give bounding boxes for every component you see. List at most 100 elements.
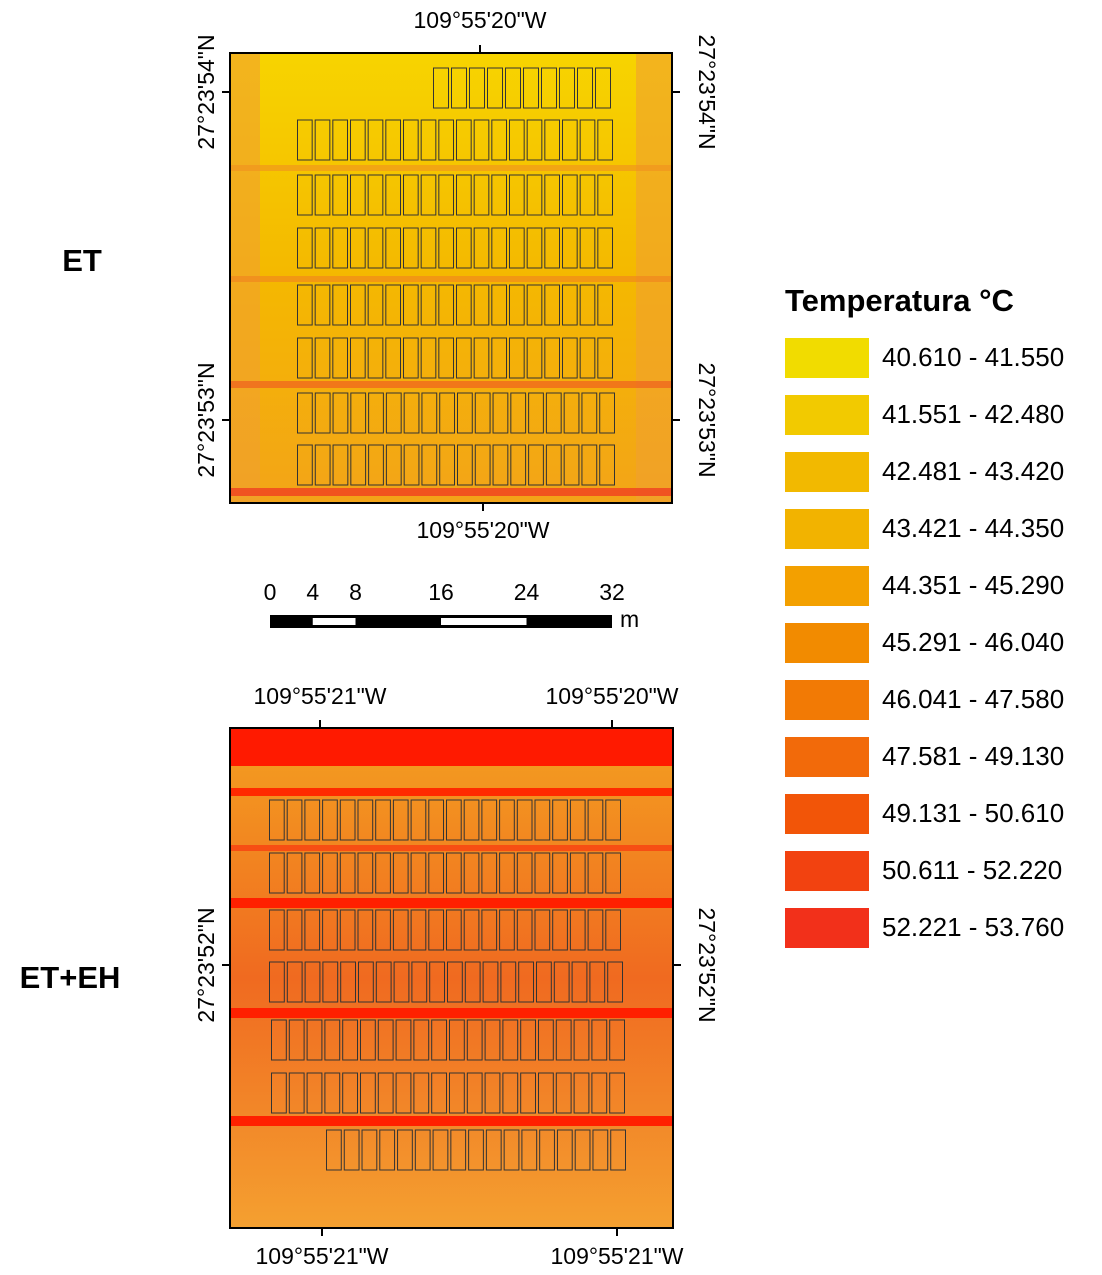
plot bbox=[466, 1019, 483, 1061]
plot bbox=[350, 119, 366, 161]
plot bbox=[563, 444, 580, 486]
plot bbox=[456, 227, 472, 269]
plot bbox=[485, 1129, 502, 1171]
plot bbox=[421, 444, 438, 486]
plot bbox=[385, 444, 402, 486]
legend-swatch bbox=[785, 566, 869, 606]
plot bbox=[468, 1129, 484, 1171]
plot bbox=[367, 337, 384, 379]
lat-label: 27°23'52"N bbox=[193, 907, 219, 1022]
lat-label: 27°23'52"N bbox=[694, 907, 720, 1022]
plot bbox=[481, 852, 498, 894]
scale-segment bbox=[312, 618, 356, 625]
plot bbox=[269, 799, 285, 841]
plot bbox=[433, 67, 449, 109]
legend-label: 40.610 - 41.550 bbox=[882, 342, 1064, 372]
plot bbox=[322, 852, 338, 894]
plot bbox=[403, 444, 420, 486]
plot bbox=[314, 119, 331, 161]
plot bbox=[428, 799, 444, 841]
plot bbox=[343, 1129, 360, 1171]
plot bbox=[368, 444, 384, 486]
plot bbox=[545, 444, 562, 486]
plot bbox=[314, 392, 331, 434]
plot bbox=[484, 1072, 501, 1114]
plot bbox=[610, 1129, 626, 1171]
plot bbox=[491, 337, 508, 379]
plot bbox=[379, 1129, 396, 1171]
plot bbox=[499, 909, 515, 951]
plot bbox=[403, 227, 419, 269]
plot bbox=[552, 799, 568, 841]
plot bbox=[446, 852, 462, 894]
plot bbox=[314, 174, 331, 216]
plot bbox=[569, 799, 586, 841]
plot bbox=[534, 799, 551, 841]
plot bbox=[403, 174, 419, 216]
plot bbox=[350, 444, 367, 486]
plot bbox=[591, 1019, 608, 1061]
plot bbox=[510, 392, 527, 434]
plot bbox=[599, 444, 616, 486]
plot bbox=[322, 909, 338, 951]
plot bbox=[474, 392, 491, 434]
plot bbox=[534, 909, 551, 951]
plot bbox=[474, 444, 491, 486]
plot bbox=[595, 67, 611, 109]
plot bbox=[395, 1019, 412, 1061]
plot bbox=[450, 1129, 467, 1171]
plot bbox=[385, 284, 402, 326]
plot bbox=[297, 337, 313, 379]
plot bbox=[492, 392, 509, 434]
plot bbox=[526, 119, 543, 161]
scale-label: 32 bbox=[599, 579, 625, 605]
plot bbox=[597, 174, 613, 216]
plot bbox=[509, 119, 525, 161]
plot bbox=[481, 909, 498, 951]
plot bbox=[297, 174, 313, 216]
plot bbox=[350, 174, 366, 216]
plot bbox=[438, 337, 455, 379]
plot bbox=[500, 961, 517, 1003]
plot bbox=[297, 444, 313, 486]
plot bbox=[451, 67, 467, 109]
plot bbox=[392, 852, 409, 894]
legend-label: 47.581 - 49.130 bbox=[882, 741, 1064, 771]
plot bbox=[269, 909, 285, 951]
plot bbox=[438, 284, 455, 326]
plot bbox=[288, 1072, 305, 1114]
legend-swatch bbox=[785, 452, 869, 492]
plot bbox=[431, 1072, 448, 1114]
plot bbox=[597, 284, 613, 326]
plot bbox=[579, 174, 596, 216]
plot bbox=[286, 961, 303, 1003]
plot bbox=[552, 909, 568, 951]
plot bbox=[541, 67, 557, 109]
plot bbox=[597, 337, 613, 379]
plot bbox=[360, 1072, 376, 1114]
plot bbox=[456, 284, 472, 326]
plot bbox=[306, 1072, 323, 1114]
plot bbox=[304, 799, 321, 841]
plot bbox=[526, 337, 543, 379]
plot bbox=[420, 227, 437, 269]
plot bbox=[286, 799, 303, 841]
plot bbox=[510, 444, 527, 486]
plot bbox=[361, 1129, 378, 1171]
legend-label: 50.611 - 52.220 bbox=[882, 855, 1062, 885]
plot bbox=[342, 1072, 359, 1114]
plot bbox=[297, 119, 313, 161]
plot bbox=[587, 852, 604, 894]
plot bbox=[577, 67, 593, 109]
plot bbox=[609, 1072, 626, 1114]
plot bbox=[579, 227, 596, 269]
plot bbox=[505, 67, 521, 109]
plot bbox=[499, 852, 515, 894]
plot bbox=[456, 337, 472, 379]
plot bbox=[605, 909, 621, 951]
lon-label: 109°55'21"W bbox=[550, 1243, 683, 1269]
plot bbox=[306, 1019, 323, 1061]
plot bbox=[526, 227, 543, 269]
plot bbox=[367, 227, 384, 269]
panel-label: ET+EH bbox=[20, 960, 121, 995]
